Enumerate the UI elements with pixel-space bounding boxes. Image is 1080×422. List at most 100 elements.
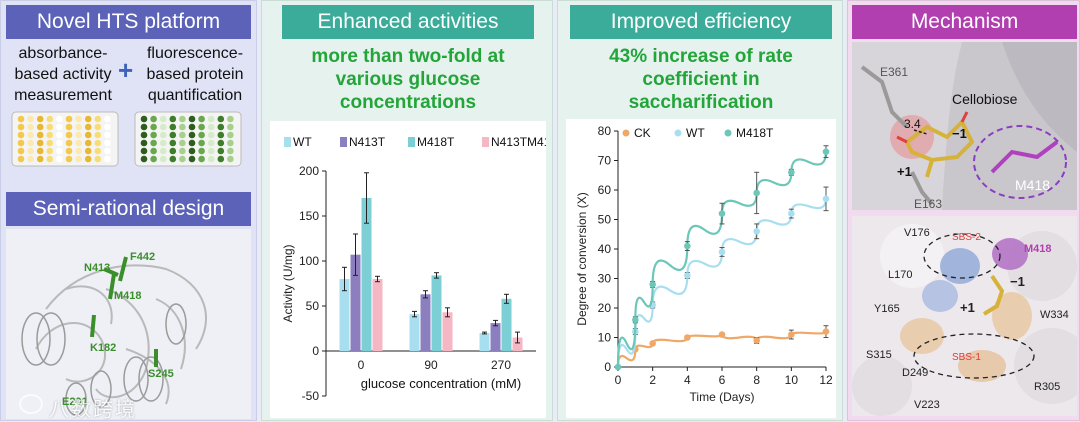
plate-well	[150, 131, 157, 139]
label-w334: W334	[1040, 309, 1069, 321]
plate-well	[169, 147, 177, 155]
point-ck-day10	[788, 331, 795, 338]
plate-well	[56, 123, 63, 131]
plate-well	[188, 131, 196, 139]
point-m418t-day2	[649, 281, 656, 288]
point-m418t-day1	[632, 316, 639, 324]
plate-well	[217, 131, 225, 139]
label-plus1-bottom: +1	[960, 300, 975, 315]
plate-well	[36, 139, 44, 147]
y-tick-label: 80	[598, 124, 612, 138]
residue-f442: F442	[130, 251, 155, 263]
plate-well	[227, 147, 234, 155]
plate-well	[159, 115, 167, 123]
y-tick-label: 200	[299, 164, 319, 178]
point-ck-day12	[822, 328, 830, 335]
plate-well	[207, 139, 215, 147]
residue-s245: S245	[148, 368, 174, 380]
plate-well	[65, 147, 73, 155]
point-ck-day2	[649, 340, 656, 347]
plus-icon: +	[118, 55, 134, 85]
legend-marker-wt	[674, 129, 682, 137]
plate-well	[94, 147, 102, 155]
label-e361: E361	[880, 65, 908, 79]
plate-well	[150, 123, 157, 131]
plate-well	[65, 131, 73, 139]
plate-well	[188, 115, 196, 123]
curve-m418t	[616, 151, 828, 368]
hts-right-text: fluorescence- based protein quantificati…	[146, 45, 244, 104]
x-tick-label: 0	[615, 373, 622, 387]
plate-well	[188, 123, 196, 131]
fluorescence-plate	[134, 111, 242, 167]
plate-well	[188, 147, 196, 155]
plate-well	[94, 155, 102, 163]
plate-well	[104, 155, 111, 163]
plate-well	[159, 131, 167, 139]
y-tick-label: 30	[598, 272, 612, 286]
plate-well	[179, 123, 186, 131]
plate-well	[17, 115, 25, 123]
y-tick-label: 40	[598, 242, 612, 256]
plate-well	[17, 123, 25, 131]
bar-n413t-0	[350, 254, 361, 351]
y-tick-label: 20	[598, 301, 612, 315]
plate-well	[169, 139, 177, 147]
label-y165: Y165	[874, 303, 900, 315]
mechanism-panel: Mechanism E361 Cellobiose 3.4 −1 +1	[847, 0, 1080, 421]
legend-swatch-n413tm418t	[482, 137, 489, 147]
plate-well	[227, 123, 234, 131]
x-tick-label: 6	[719, 373, 726, 387]
conversion-line-chart: 0 10 20 30 40 50 60 70 80 0 2 4 6 8 10 12 Degree of conv…	[575, 124, 833, 404]
label-sbs1: SBS-1	[952, 352, 981, 363]
legend-swatch-wt	[284, 137, 291, 147]
bar-wt-270	[479, 333, 490, 351]
y-tick-label: 150	[299, 209, 319, 223]
x-axis-label: Time (Days)	[690, 390, 755, 404]
legend-label-n413t: N413T	[349, 135, 386, 149]
label-m418-bottom: M418	[1024, 243, 1052, 255]
plate-well	[198, 123, 205, 131]
plate-well	[159, 139, 167, 147]
plate-well	[150, 147, 157, 155]
plate-well	[94, 123, 102, 131]
plate-well	[36, 123, 44, 131]
bar-n413t-90	[420, 294, 431, 351]
label-v223: V223	[914, 399, 940, 411]
legend-label-wt: WT	[686, 126, 705, 140]
plate-well	[56, 131, 63, 139]
plate-well	[159, 123, 167, 131]
plate-well	[104, 147, 111, 155]
plate-well	[227, 155, 234, 163]
label-v176: V176	[904, 227, 930, 239]
plate-well	[46, 131, 54, 139]
activities-title: Enhanced activities	[282, 5, 534, 39]
point-wt-day4	[684, 272, 691, 279]
plate-well	[84, 139, 92, 147]
y-tick-label: 0	[312, 344, 319, 358]
plate-well	[75, 147, 82, 155]
x-tick-label-0: 0	[358, 358, 365, 372]
plate-well	[140, 139, 148, 147]
bar-chart-bg	[270, 121, 546, 418]
plate-well	[104, 123, 111, 131]
plate-well	[27, 139, 34, 147]
plate-well	[198, 147, 205, 155]
residue-k182: K182	[90, 342, 116, 354]
label-cellobiose: Cellobiose	[952, 91, 1018, 107]
plate-well	[75, 123, 82, 131]
plate-well	[150, 115, 157, 123]
y-tick-label: 100	[299, 254, 319, 268]
point-ck-day8	[753, 337, 760, 344]
legend-marker-m418t	[724, 129, 732, 137]
label-sbs2: SBS-2	[952, 232, 981, 243]
plate-well	[65, 139, 73, 147]
plate-well	[94, 131, 102, 139]
plate-well	[188, 139, 196, 147]
x-tick-label-270: 270	[491, 358, 511, 372]
residue-n413: N413	[84, 262, 110, 274]
legend-label-ck: CK	[634, 126, 651, 140]
mechanism-title: Mechanism	[852, 5, 1077, 39]
plate-well	[36, 131, 44, 139]
legend-label-m418t: M418T	[417, 135, 455, 149]
